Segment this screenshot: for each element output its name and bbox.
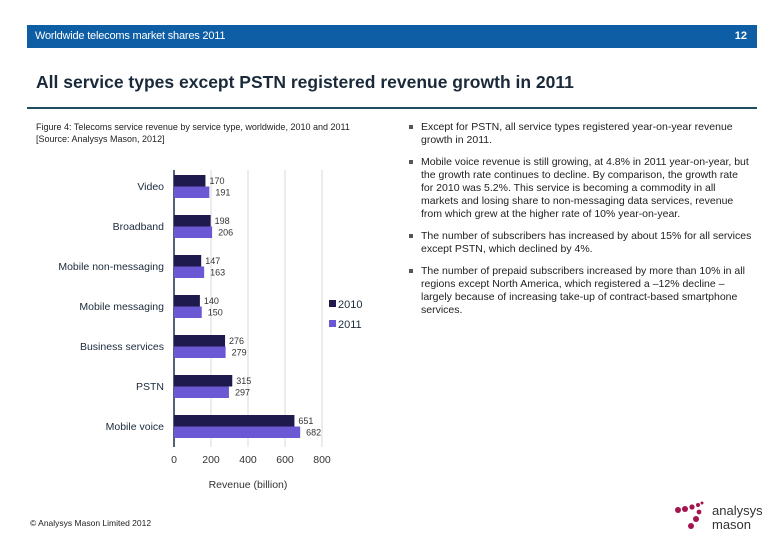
legend-swatch <box>329 320 336 327</box>
data-label: 297 <box>235 388 250 398</box>
bar-2011 <box>174 266 205 278</box>
data-label: 198 <box>215 216 230 226</box>
bar-2010 <box>174 375 233 387</box>
category-label: Mobile non-messaging <box>58 261 164 273</box>
x-tick-label: 600 <box>276 454 294 466</box>
logo-dots-icon <box>675 501 704 529</box>
legend-label: 2010 <box>338 299 362 311</box>
category-label: Video <box>137 181 164 193</box>
analysys-mason-logo: analysys mason <box>675 501 762 532</box>
logo-text-line1: analysys <box>712 503 762 518</box>
header-title: Worldwide telecoms market shares 2011 <box>35 30 226 42</box>
bar-2010 <box>174 415 295 427</box>
bullet-item: The number of subscribers has increased … <box>408 230 753 256</box>
category-label: Broadband <box>113 221 165 233</box>
page-number: 12 <box>734 30 747 42</box>
data-label: 150 <box>208 308 223 318</box>
x-axis-title: Revenue (billion) <box>209 479 288 491</box>
bar-2011 <box>174 226 213 238</box>
x-tick-label: 0 <box>171 454 177 466</box>
data-label: 315 <box>236 376 251 386</box>
legend-label: 2011 <box>338 319 362 331</box>
data-label: 147 <box>205 256 220 266</box>
legend-swatch <box>329 300 336 307</box>
x-tick-label: 800 <box>313 454 331 466</box>
data-label: 191 <box>215 188 230 198</box>
bar-2010 <box>174 215 211 227</box>
bar-2010 <box>174 255 202 267</box>
data-label: 682 <box>306 428 321 438</box>
data-label: 276 <box>229 336 244 346</box>
data-label: 170 <box>209 176 224 186</box>
category-label: Mobile messaging <box>79 301 164 313</box>
bar-2011 <box>174 386 229 398</box>
category-label: Mobile voice <box>106 421 165 433</box>
category-label: Business services <box>80 341 164 353</box>
data-label: 140 <box>204 296 219 306</box>
bar-2010 <box>174 295 200 307</box>
bullet-item: The number of prepaid subscribers increa… <box>408 265 753 317</box>
header-bar: Worldwide telecoms market shares 2011 12 <box>27 25 757 48</box>
slide-title: All service types except PSTN registered… <box>36 72 574 92</box>
logo-text-line2: mason <box>712 517 751 532</box>
x-tick-label: 200 <box>202 454 220 466</box>
bullet-item: Except for PSTN, all service types regis… <box>408 121 753 147</box>
data-label: 651 <box>298 416 313 426</box>
copyright-footer: © Analysys Mason Limited 2012 <box>30 518 152 528</box>
title-divider <box>27 107 757 109</box>
figure-caption: Figure 4: Telecoms service revenue by se… <box>36 122 350 144</box>
x-tick-label: 400 <box>239 454 257 466</box>
data-label: 163 <box>210 268 225 278</box>
category-label: PSTN <box>136 381 164 393</box>
bar-2011 <box>174 346 226 358</box>
bullet-item: Mobile voice revenue is still growing, a… <box>408 156 753 221</box>
bar-2011 <box>174 426 301 438</box>
data-label: 279 <box>232 348 247 358</box>
bar-2010 <box>174 335 226 347</box>
data-label: 206 <box>218 228 233 238</box>
bar-2011 <box>174 306 202 318</box>
bar-2010 <box>174 175 206 187</box>
bar-2011 <box>174 186 210 198</box>
bullet-list: Except for PSTN, all service types regis… <box>408 121 753 326</box>
